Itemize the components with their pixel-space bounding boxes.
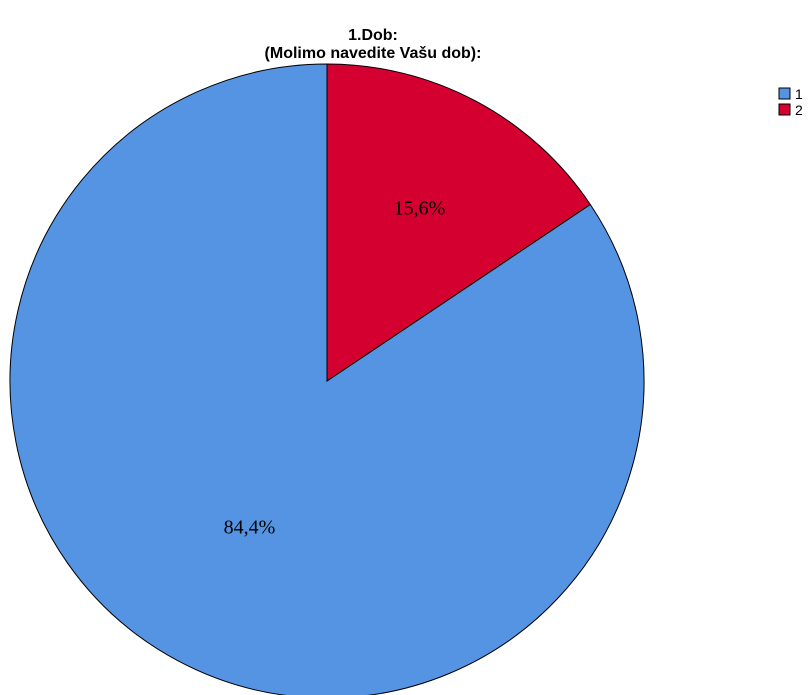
pie-data-label-2: 15,6% [394, 198, 446, 220]
chart-title-line-1: 1.Dob: [348, 27, 398, 44]
chart-title-line-2: (Molimo navedite Vašu dob): [265, 45, 482, 62]
pie-data-labels: 84,4% 15,6% [224, 198, 446, 539]
pie-slices [9, 63, 645, 695]
legend-swatch-1 [778, 87, 791, 100]
legend-entry-1: 1 [795, 86, 803, 102]
legend-swatch-2 [778, 103, 791, 116]
pie-data-label-1: 84,4% [224, 516, 276, 538]
legend: 1 2 [778, 86, 803, 118]
pie-slice-2 [326, 63, 591, 382]
legend-entry-2: 2 [795, 102, 803, 118]
